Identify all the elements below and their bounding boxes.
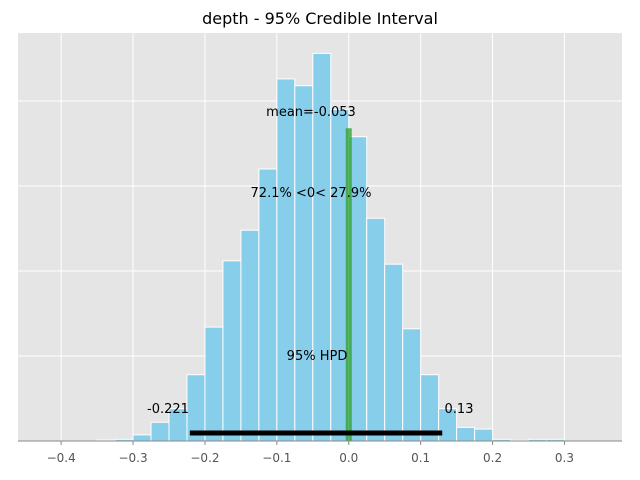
x-tick-label: −0.3 [118,451,147,465]
histogram-bar [222,260,242,442]
histogram-bar [132,434,152,442]
histogram-bar [258,168,278,442]
chart-title: depth - 95% Credible Interval [202,9,438,28]
x-tick-label: −0.1 [262,451,291,465]
hpd-low-label: -0.221 [147,402,189,417]
hpd-label: 95% HPD [287,349,348,364]
reference-annotation: 72.1% <0< 27.9% [251,186,372,201]
mean-annotation: mean=-0.053 [266,105,356,120]
histogram-bar [240,229,260,442]
histogram-bar [366,217,386,442]
x-tick-label: 0.1 [411,451,430,465]
x-tick-label: 0.2 [483,451,502,465]
x-tick-label: 0.3 [555,451,574,465]
histogram-bar [456,426,476,442]
histogram-bar [150,421,170,442]
x-axis-ticks: −0.4 −0.3 −0.2 −0.1 0.0 0.1 0.2 0.3 [47,441,574,465]
histogram-bar [294,85,314,442]
hpd-high-label: 0.13 [445,402,474,417]
histogram-bar [204,326,224,442]
histogram-bar [384,263,404,442]
histogram-bar [276,78,296,442]
histogram-bar [474,428,494,442]
x-tick-label: −0.4 [47,451,76,465]
histogram-bar [402,328,422,442]
x-tick-label: −0.2 [190,451,219,465]
x-tick-label: 0.0 [339,451,358,465]
